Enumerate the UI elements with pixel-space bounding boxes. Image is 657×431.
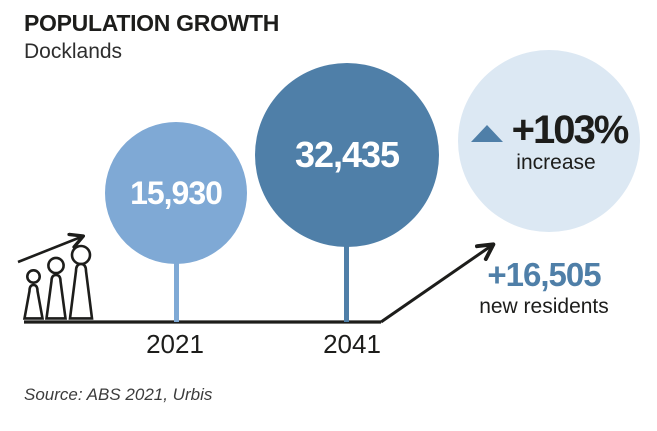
source-note: Source: ABS 2021, Urbis <box>24 385 213 404</box>
chart-subtitle: Docklands <box>24 40 123 63</box>
bubble-2041: 32,435 <box>255 63 439 247</box>
growth-arrow-icon <box>380 242 496 324</box>
increase-label: increase <box>516 150 596 174</box>
axis-label-2021: 2021 <box>146 329 204 359</box>
increase-badge-row: +103% <box>470 107 630 153</box>
increase-badge: +103% increase <box>458 50 640 232</box>
axis-label-2041: 2041 <box>323 329 381 359</box>
bubble-stem-2021 <box>174 258 179 322</box>
increase-percent: +103% <box>511 107 630 152</box>
bubble-2021-value: 15,930 <box>130 174 223 211</box>
header: POPULATION GROWTH Docklands <box>24 10 279 64</box>
bubble-2021: 15,930 <box>105 122 247 264</box>
bubble-stem-2041 <box>344 243 349 322</box>
new-residents-value: +16,505 <box>487 256 601 293</box>
chart-title: POPULATION GROWTH <box>24 10 280 36</box>
people-growth-icon <box>17 232 94 320</box>
up-triangle-icon <box>470 124 503 142</box>
bubble-2041-value: 32,435 <box>294 134 400 175</box>
new-residents-label: new residents <box>479 295 609 318</box>
new-residents-callout: +16,505 new residents <box>468 256 620 319</box>
